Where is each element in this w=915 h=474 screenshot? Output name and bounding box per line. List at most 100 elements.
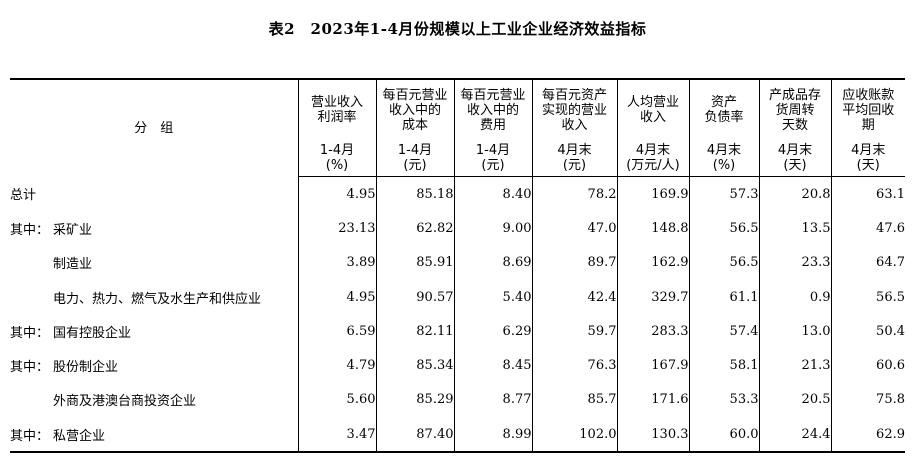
table-cell: 90.57	[375, 279, 454, 315]
table-row: 总计 4.95 85.18 8.40 78.2 169.9 57.3 20.8 63.1	[10, 176, 905, 212]
row-label-text: 股份制企业	[53, 360, 119, 376]
table-cell: 8.40	[453, 176, 532, 212]
row-label-text: 总计	[10, 188, 37, 204]
table-cell: 76.3	[531, 348, 617, 383]
row-label-text: 电力、热力、燃气及水生产和供应业	[53, 291, 262, 307]
table-cell: 8.77	[453, 382, 532, 418]
row-label: 外商及港澳台商投资企业	[10, 383, 298, 417]
table-cell: 24.4	[758, 417, 831, 454]
table-cell: 4.79	[297, 348, 376, 383]
table-cell: 329.7	[616, 279, 689, 315]
table-cell: 64.7	[830, 245, 905, 280]
table-row: 其中： 国有控股企业 6.59 82.11 6.29 59.7 283.3 57.4 13.0 5…	[10, 314, 905, 349]
col-unit-revenue-per-100-assets: 4月末 (元)	[531, 140, 617, 177]
table-cell: 57.3	[688, 176, 759, 212]
row-label: 其中： 私营企业	[10, 417, 298, 454]
row-prefix: 其中：	[10, 222, 50, 238]
table-cell: 8.69	[453, 245, 532, 280]
col-unit-receivable-days: 4月末 (天)	[830, 140, 905, 177]
col-header-cost-per-100: 每百元营业 收入中的 成本	[375, 78, 454, 140]
table-cell: 0.9	[758, 279, 831, 315]
table-cell: 23.13	[297, 211, 376, 246]
col-unit-inventory-days: 4月末 (天)	[758, 140, 831, 177]
col-unit-profit-margin: 1-4月 (%)	[297, 140, 376, 177]
table-cell: 78.2	[531, 176, 617, 212]
table-cell: 5.60	[297, 382, 376, 418]
table-cell: 3.47	[297, 417, 376, 454]
table-body: 总计 4.95 85.18 8.40 78.2 169.9 57.3 20.8 63.1 其中：采…	[10, 176, 905, 454]
table-cell: 87.40	[375, 417, 454, 454]
table-row: 制造业 3.89 85.91 8.69 89.7 162.9 56.5 23.3 64.7	[10, 245, 905, 280]
table-cell: 57.4	[688, 314, 759, 349]
row-label-text: 采矿业	[53, 222, 93, 238]
table-cell: 20.5	[758, 382, 831, 418]
category-header: 分 组	[10, 78, 298, 177]
table-cell: 42.4	[531, 279, 617, 315]
table-cell: 85.18	[375, 176, 454, 212]
row-prefix: 其中：	[10, 325, 50, 341]
table-cell: 58.1	[688, 348, 759, 383]
row-label-text: 私营企业	[53, 428, 106, 444]
row-label-text: 制造业	[53, 257, 93, 273]
table-row: 其中： 采矿业 23.13 62.82 9.00 47.0 148.8 56.5 13.5 47.…	[10, 211, 905, 246]
col-unit-revenue-per-capita: 4月末 (万元/人)	[616, 140, 689, 177]
table-title: 表2 2023年1-4月份规模以上工业企业经济效益指标	[268, 20, 647, 38]
table-cell: 283.3	[616, 314, 689, 349]
col-header-profit-margin: 营业收入 利润率	[297, 78, 376, 140]
table-row: 其中： 私营企业 3.47 87.40 8.99 102.0 130.3 60.0 24.4 62…	[10, 417, 905, 454]
table-cell: 85.7	[531, 382, 617, 418]
table-cell: 59.7	[531, 314, 617, 349]
table-cell: 102.0	[531, 417, 617, 454]
table-cell: 50.4	[830, 314, 905, 349]
table-cell: 162.9	[616, 245, 689, 280]
table-cell: 20.8	[758, 176, 831, 212]
table-cell: 60.0	[688, 417, 759, 454]
header-row-units: 1-4月 (%) 1-4月 (元) 1-4月 (元) 4月末 (元) 4月末 (万元/人)…	[10, 140, 905, 177]
table-cell: 85.91	[375, 245, 454, 280]
col-header-expense-per-100: 每百元营业 收入中的 费用	[453, 78, 532, 140]
economic-indicators-table: 分 组 营业收入 利润率 每百元营业 收入中的 成本 每百元营业 收入中的 费用 每百元资…	[10, 78, 905, 454]
table-cell: 169.9	[616, 176, 689, 212]
table-cell: 56.5	[830, 279, 905, 315]
row-label: 其中： 股份制企业	[10, 348, 298, 382]
col-header-revenue-per-capita: 人均营业 收入	[616, 78, 689, 140]
row-label-text: 外商及港澳台商投资企业	[53, 394, 197, 410]
table-row: 外商及港澳台商投资企业 5.60 85.29 8.77 85.7 171.6 53.3 20.…	[10, 382, 905, 418]
table-cell: 8.45	[453, 348, 532, 383]
table-cell: 3.89	[297, 245, 376, 280]
table-cell: 171.6	[616, 382, 689, 418]
table-cell: 13.0	[758, 314, 831, 349]
row-label: 总计	[10, 177, 298, 212]
table-row: 其中： 股份制企业 4.79 85.34 8.45 76.3 167.9 58.1 21.3 60…	[10, 348, 905, 383]
col-unit-expense-per-100: 1-4月 (元)	[453, 140, 532, 177]
table-cell: 62.82	[375, 211, 454, 246]
row-label-text: 国有控股企业	[53, 325, 132, 341]
table-cell: 89.7	[531, 245, 617, 280]
table-cell: 4.95	[297, 279, 376, 315]
col-header-revenue-per-100-assets: 每百元资产 实现的营业 收入	[531, 78, 617, 140]
table-cell: 6.29	[453, 314, 532, 349]
table-cell: 62.9	[830, 417, 905, 454]
row-label: 其中： 采矿业	[10, 211, 298, 245]
table-cell: 8.99	[453, 417, 532, 454]
table-cell: 5.40	[453, 279, 532, 315]
table-cell: 9.00	[453, 211, 532, 246]
table-row: 电力、热力、燃气及水生产和供应业 4.95 90.57 5.40 42.4 329.7 61…	[10, 279, 905, 315]
row-label: 电力、热力、燃气及水生产和供应业	[10, 280, 298, 314]
table-cell: 63.1	[830, 176, 905, 212]
header-row-names: 分 组 营业收入 利润率 每百元营业 收入中的 成本 每百元营业 收入中的 费用 每百元资…	[10, 78, 905, 177]
table-cell: 6.59	[297, 314, 376, 349]
table-cell: 47.6	[830, 211, 905, 246]
table-cell: 21.3	[758, 348, 831, 383]
row-label: 制造业	[10, 246, 298, 280]
col-unit-cost-per-100: 1-4月 (元)	[375, 140, 454, 177]
table-cell: 148.8	[616, 211, 689, 246]
table-cell: 13.5	[758, 211, 831, 246]
col-header-receivable-days: 应收账款 平均回收期	[830, 78, 905, 140]
col-header-debt-ratio: 资产 负债率	[688, 78, 759, 140]
table-cell: 85.29	[375, 382, 454, 418]
table-cell: 75.8	[830, 382, 905, 418]
table-cell: 130.3	[616, 417, 689, 454]
table-cell: 56.5	[688, 211, 759, 246]
col-header-inventory-days: 产成品存 货周转 天数	[758, 78, 831, 140]
